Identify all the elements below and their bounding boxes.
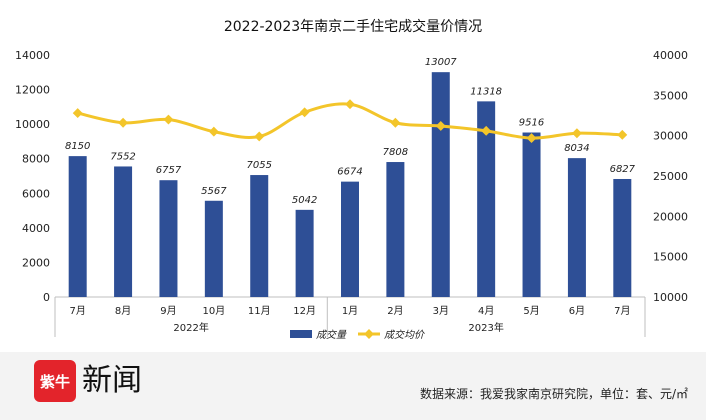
y-right-tick-label: 40000	[653, 49, 688, 62]
bar-labels: 8150 7552 6757 5567 7055 5042 6674 7808 13007 113…	[65, 57, 636, 206]
bar	[477, 101, 496, 297]
footer-bar	[0, 352, 706, 420]
bar-value-label: 7808	[383, 147, 408, 158]
bar-value-label: 6827	[610, 164, 636, 175]
x-tick-label: 11月	[248, 305, 271, 317]
bar	[204, 200, 223, 297]
y-left-tick-label: 10000	[15, 118, 50, 131]
y-right-tick-label: 20000	[653, 210, 688, 223]
legend-line-marker	[364, 329, 374, 339]
x-group-label: 2022年	[173, 321, 208, 334]
bar-value-label: 5042	[292, 195, 317, 206]
chart-svg: 2022-2023年南京二手住宅成交量价情况 0 2000 4000 6000 8000…	[15, 18, 688, 341]
x-tick-label: 9月	[160, 305, 176, 317]
y-right-tick-label: 35000	[653, 89, 688, 102]
bar	[386, 162, 405, 297]
logo-text: 新闻	[82, 363, 142, 398]
bar	[295, 209, 314, 297]
legend: 成交量 成交均价	[290, 329, 425, 341]
y-left-tick-label: 0	[43, 291, 50, 304]
legend-bar-swatch	[290, 330, 312, 338]
x-tick-label: 1月	[342, 305, 358, 317]
bars	[68, 72, 632, 298]
x-tick-label: 5月	[523, 305, 539, 317]
y-right-tick-label: 10000	[653, 291, 688, 304]
y-right-tick-label: 15000	[653, 251, 688, 264]
legend-line-label: 成交均价	[384, 329, 425, 341]
price-line-marker	[163, 114, 174, 125]
bar-value-label: 8034	[564, 143, 589, 154]
price-line-marker	[571, 128, 582, 139]
price-line-marker	[72, 108, 83, 119]
price-line-marker	[526, 133, 537, 144]
bar-value-label: 6674	[337, 167, 362, 178]
bar	[159, 180, 178, 297]
price-line-marker	[254, 131, 265, 142]
x-tick-label: 3月	[433, 305, 449, 317]
y-left-tick-label: 8000	[22, 153, 50, 166]
y-left-tick-label: 4000	[22, 222, 50, 235]
price-line	[72, 99, 628, 144]
y-left-tick-label: 14000	[15, 49, 50, 62]
x-tick-label: 2月	[387, 305, 403, 317]
bar	[68, 156, 87, 297]
x-tick-label: 10月	[202, 305, 225, 317]
bar-value-label: 11318	[470, 86, 502, 97]
chart-title: 2022-2023年南京二手住宅成交量价情况	[224, 18, 482, 35]
y-left-tick-label: 6000	[22, 187, 50, 200]
price-line-marker	[345, 99, 355, 110]
x-tick-label: 8月	[115, 305, 131, 317]
x-tick-label: 6月	[569, 305, 585, 317]
price-line-marker	[208, 126, 219, 137]
bar-value-label: 7552	[110, 151, 135, 162]
y-right-tick-label: 30000	[653, 130, 688, 143]
legend-bar-label: 成交量	[316, 329, 347, 341]
x-tick-label: 7月	[70, 305, 86, 317]
y-left-tick-label: 12000	[15, 84, 50, 97]
axes: 0 2000 4000 6000 8000 10000 12000 14000 10000 150…	[15, 49, 688, 337]
bar	[613, 178, 632, 297]
x-tick-label: 4月	[478, 305, 494, 317]
bar-value-label: 9516	[519, 118, 544, 129]
price-line-marker	[390, 117, 401, 128]
y-left-tick-label: 2000	[22, 256, 50, 269]
bar	[250, 175, 269, 297]
bar-value-label: 6757	[156, 165, 182, 176]
source-note: 数据来源：我爱我家南京研究院，单位：套、元/㎡	[419, 387, 688, 401]
bar	[114, 166, 133, 297]
bar	[431, 72, 450, 298]
y-right-tick-label: 25000	[653, 170, 688, 183]
price-line-marker	[481, 125, 492, 136]
x-group-label: 2023年	[468, 321, 503, 334]
price-line-marker	[118, 117, 129, 128]
bar	[567, 158, 586, 297]
bar-value-label: 8150	[65, 141, 90, 152]
bar-value-label: 5567	[201, 186, 227, 197]
logo-icon: 紫牛	[34, 360, 76, 402]
bar	[341, 181, 359, 297]
bar-value-label: 7055	[247, 160, 272, 171]
price-line-marker	[617, 129, 628, 140]
bar-value-label: 13007	[425, 57, 457, 68]
x-tick-label: 12月	[293, 305, 316, 317]
price-line-marker	[299, 107, 310, 118]
x-tick-label: 7月	[614, 305, 630, 317]
bar	[522, 132, 541, 297]
